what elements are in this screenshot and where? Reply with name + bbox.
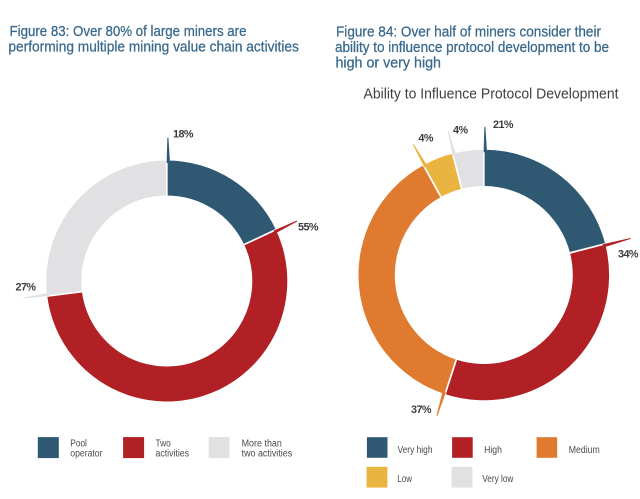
svg-text:4%: 4%: [418, 132, 433, 144]
svg-text:Medium: Medium: [569, 445, 600, 456]
svg-text:More than: More than: [242, 439, 282, 450]
svg-text:Low: Low: [397, 474, 412, 485]
svg-text:High: High: [484, 445, 502, 456]
svg-text:18%: 18%: [173, 128, 194, 140]
svg-text:high or very high: high or very high: [336, 56, 442, 72]
svg-text:34%: 34%: [618, 249, 639, 261]
svg-text:Two: Two: [156, 439, 172, 450]
svg-text:performing multiple mining val: performing multiple mining value chain a…: [8, 40, 299, 56]
svg-text:4%: 4%: [453, 125, 468, 137]
svg-text:Ability to Influence Protocol: Ability to Influence Protocol Developmen…: [364, 86, 620, 103]
svg-text:ability to influence protocol: ability to influence protocol developmen…: [335, 40, 609, 56]
svg-text:37%: 37%: [411, 404, 432, 416]
svg-text:Very low: Very low: [482, 474, 514, 485]
svg-text:Pool: Pool: [70, 439, 87, 450]
svg-text:Figure 83: Over 80% of large m: Figure 83: Over 80% of large miners are: [10, 24, 247, 40]
svg-text:Figure 84: Over half of miners: Figure 84: Over half of miners consider …: [336, 25, 601, 41]
svg-text:55%: 55%: [298, 222, 319, 234]
svg-text:operator: operator: [70, 449, 103, 460]
svg-text:activities: activities: [156, 449, 190, 460]
svg-text:two activities: two activities: [242, 449, 293, 460]
svg-text:21%: 21%: [493, 119, 514, 131]
svg-text:27%: 27%: [16, 282, 37, 294]
svg-text:Very high: Very high: [398, 445, 433, 456]
